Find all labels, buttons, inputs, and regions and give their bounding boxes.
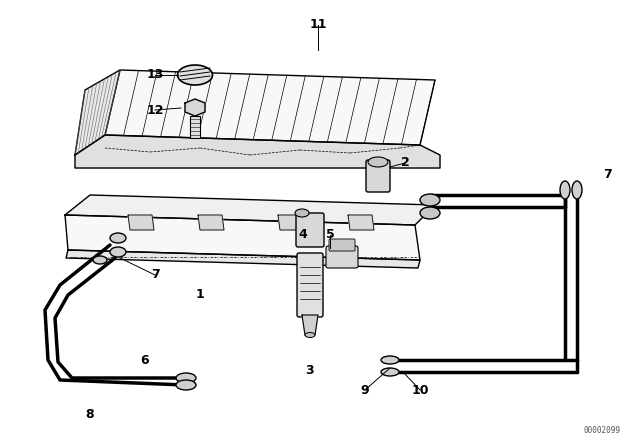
Polygon shape	[75, 70, 120, 155]
FancyBboxPatch shape	[296, 213, 324, 247]
Text: 7: 7	[604, 168, 612, 181]
FancyBboxPatch shape	[366, 160, 390, 192]
Polygon shape	[105, 70, 435, 145]
Ellipse shape	[420, 207, 440, 219]
Text: 1: 1	[196, 289, 204, 302]
Ellipse shape	[420, 194, 440, 206]
Text: 11: 11	[309, 18, 327, 31]
Polygon shape	[128, 215, 154, 230]
Text: 6: 6	[141, 353, 149, 366]
FancyBboxPatch shape	[297, 253, 323, 317]
Ellipse shape	[110, 233, 126, 243]
Ellipse shape	[560, 181, 570, 199]
Ellipse shape	[176, 380, 196, 390]
Polygon shape	[348, 215, 374, 230]
Polygon shape	[198, 215, 224, 230]
Text: 3: 3	[306, 363, 314, 376]
Polygon shape	[65, 195, 435, 225]
Ellipse shape	[381, 368, 399, 376]
Ellipse shape	[572, 181, 582, 199]
Polygon shape	[65, 215, 420, 260]
FancyBboxPatch shape	[329, 239, 355, 251]
Polygon shape	[302, 315, 318, 335]
Text: 13: 13	[147, 69, 164, 82]
Text: 10: 10	[412, 383, 429, 396]
Text: 5: 5	[326, 228, 334, 241]
Ellipse shape	[295, 209, 309, 217]
Polygon shape	[278, 215, 304, 230]
Text: 7: 7	[150, 268, 159, 281]
Ellipse shape	[110, 247, 126, 257]
Text: 9: 9	[361, 383, 369, 396]
Polygon shape	[75, 135, 440, 168]
Ellipse shape	[93, 256, 107, 264]
Polygon shape	[185, 99, 205, 116]
Text: 8: 8	[86, 409, 94, 422]
Text: 4: 4	[299, 228, 307, 241]
Ellipse shape	[177, 65, 212, 85]
Ellipse shape	[305, 332, 315, 337]
Text: 2: 2	[401, 156, 410, 169]
Text: 00002099: 00002099	[583, 426, 620, 435]
Polygon shape	[66, 250, 420, 268]
Ellipse shape	[381, 356, 399, 364]
Ellipse shape	[368, 157, 388, 167]
FancyBboxPatch shape	[326, 246, 358, 268]
Bar	[190, 116, 200, 138]
Ellipse shape	[176, 373, 196, 383]
Text: 12: 12	[147, 103, 164, 116]
